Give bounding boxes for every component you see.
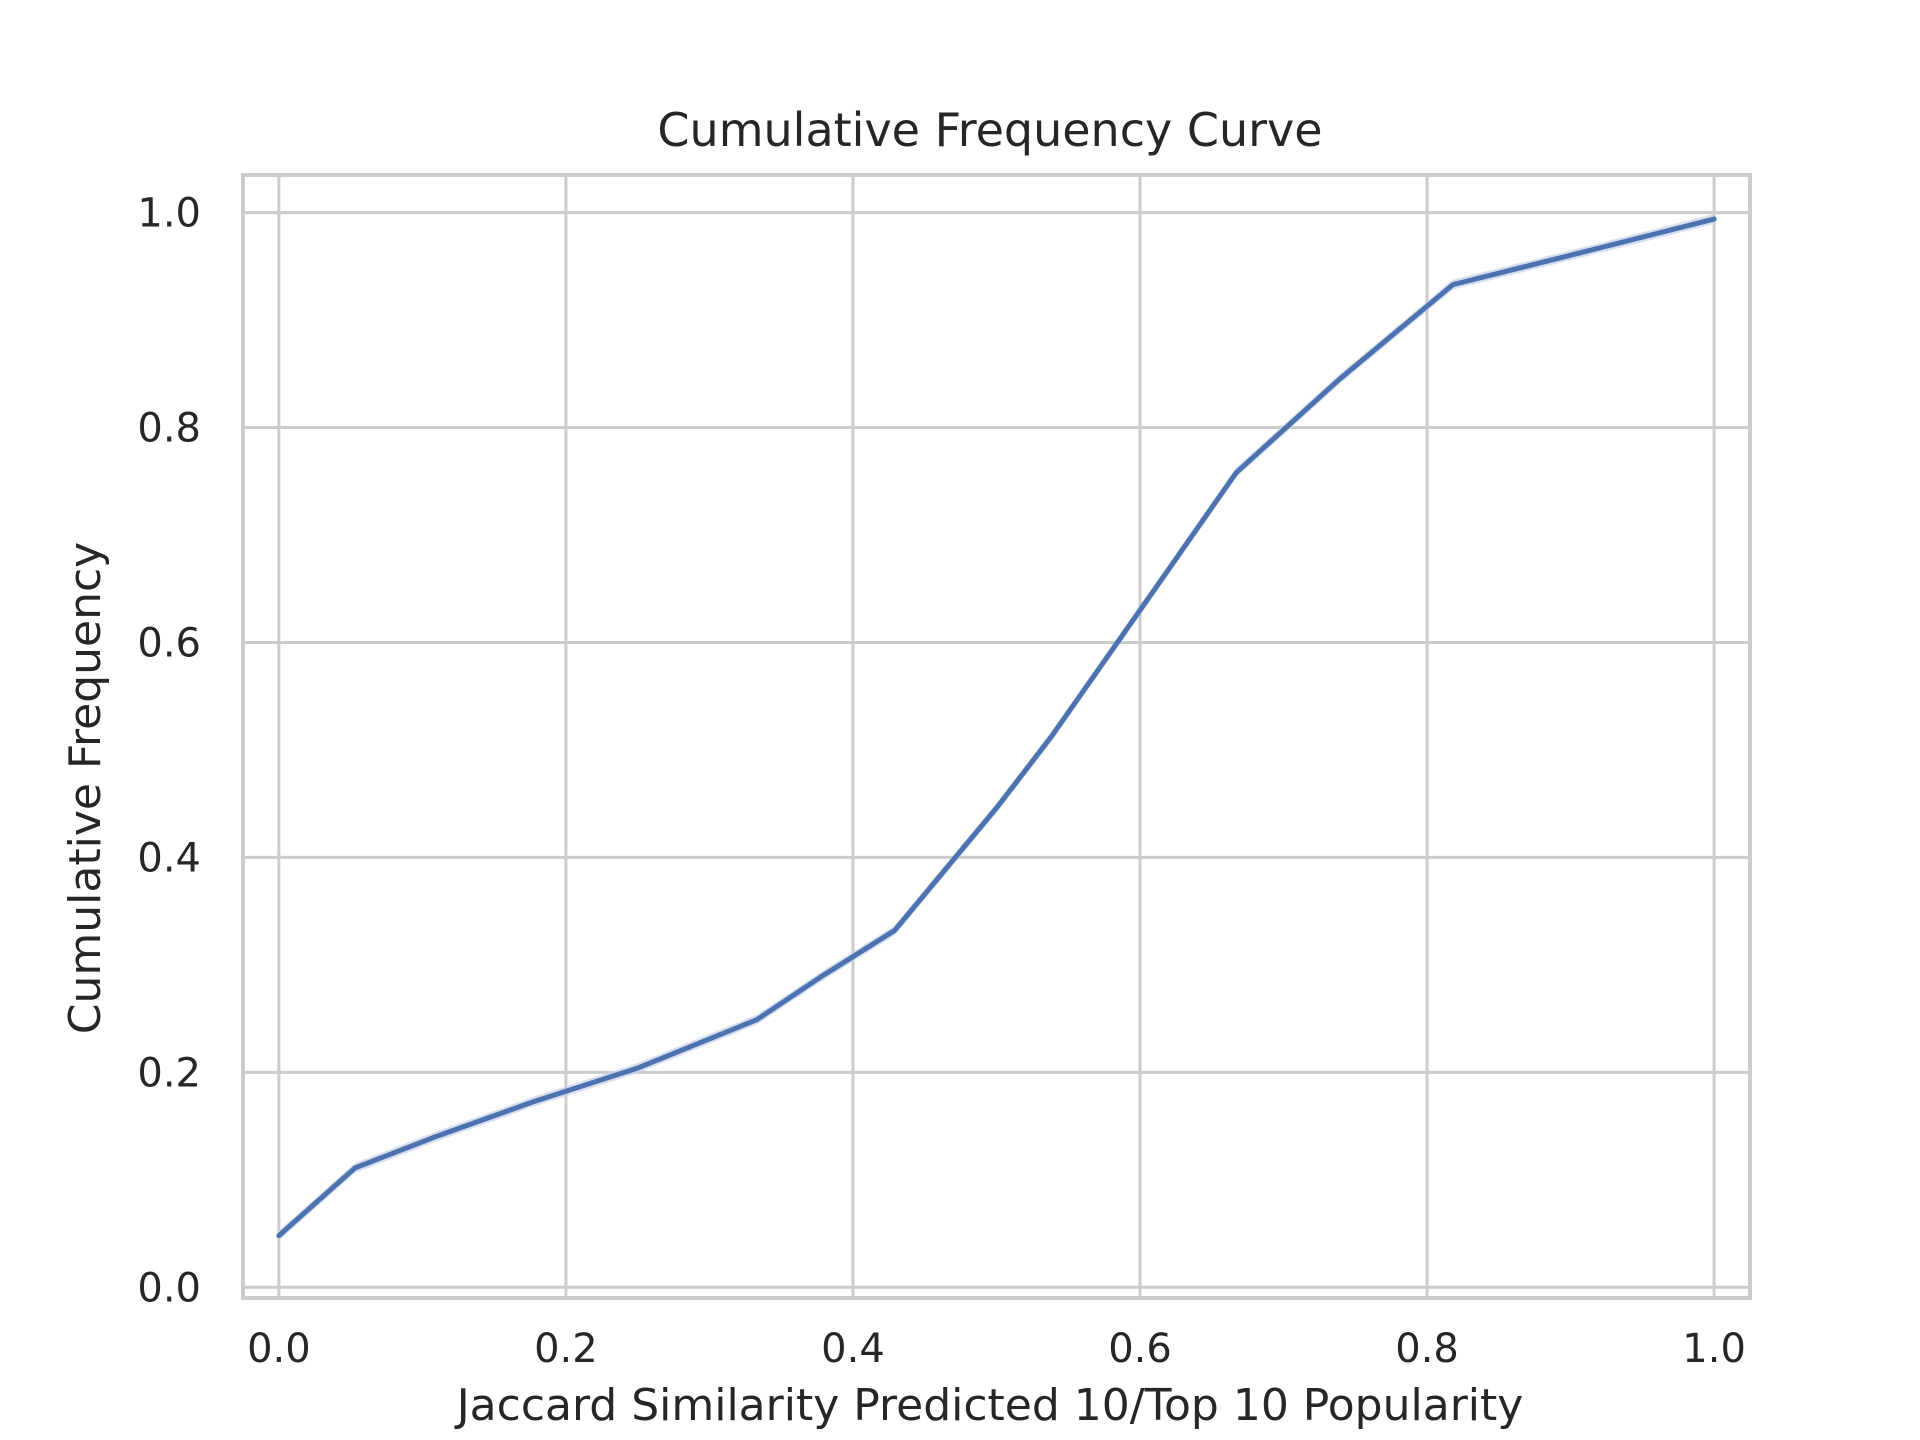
series-line-group xyxy=(276,216,1717,1239)
y-tick-label: 0.4 xyxy=(137,835,201,881)
y-axis-title: Cumulative Frequency xyxy=(60,542,111,1034)
plot-frame xyxy=(241,173,1752,1300)
x-tick-label: 1.0 xyxy=(1682,1326,1746,1372)
chart-title: Cumulative Frequency Curve xyxy=(657,103,1322,157)
series-band xyxy=(278,214,1715,1241)
y-tick-label: 1.0 xyxy=(137,191,201,237)
y-tick-label: 0.8 xyxy=(137,406,201,452)
x-tick-label: 0.2 xyxy=(534,1326,598,1372)
y-tick-label: 0.0 xyxy=(137,1265,201,1311)
x-tick-label: 0.4 xyxy=(821,1326,885,1372)
confidence-band xyxy=(278,214,1715,1241)
y-tick-label: 0.2 xyxy=(137,1050,201,1096)
x-tick-labels: 0.0 0.2 0.4 0.6 0.8 1.0 xyxy=(247,1326,1746,1372)
x-tick-label: 0.6 xyxy=(1108,1326,1172,1372)
x-tick-label: 0.0 xyxy=(247,1326,311,1372)
x-tick-label: 0.8 xyxy=(1395,1326,1459,1372)
x-axis-title: Jaccard Similarity Predicted 10/Top 10 P… xyxy=(454,1380,1524,1431)
series-line xyxy=(276,216,1717,1239)
y-tick-label: 0.6 xyxy=(137,620,201,666)
grid xyxy=(243,175,1750,1298)
y-tick-labels: 0.0 0.2 0.4 0.6 0.8 1.0 xyxy=(137,191,201,1312)
